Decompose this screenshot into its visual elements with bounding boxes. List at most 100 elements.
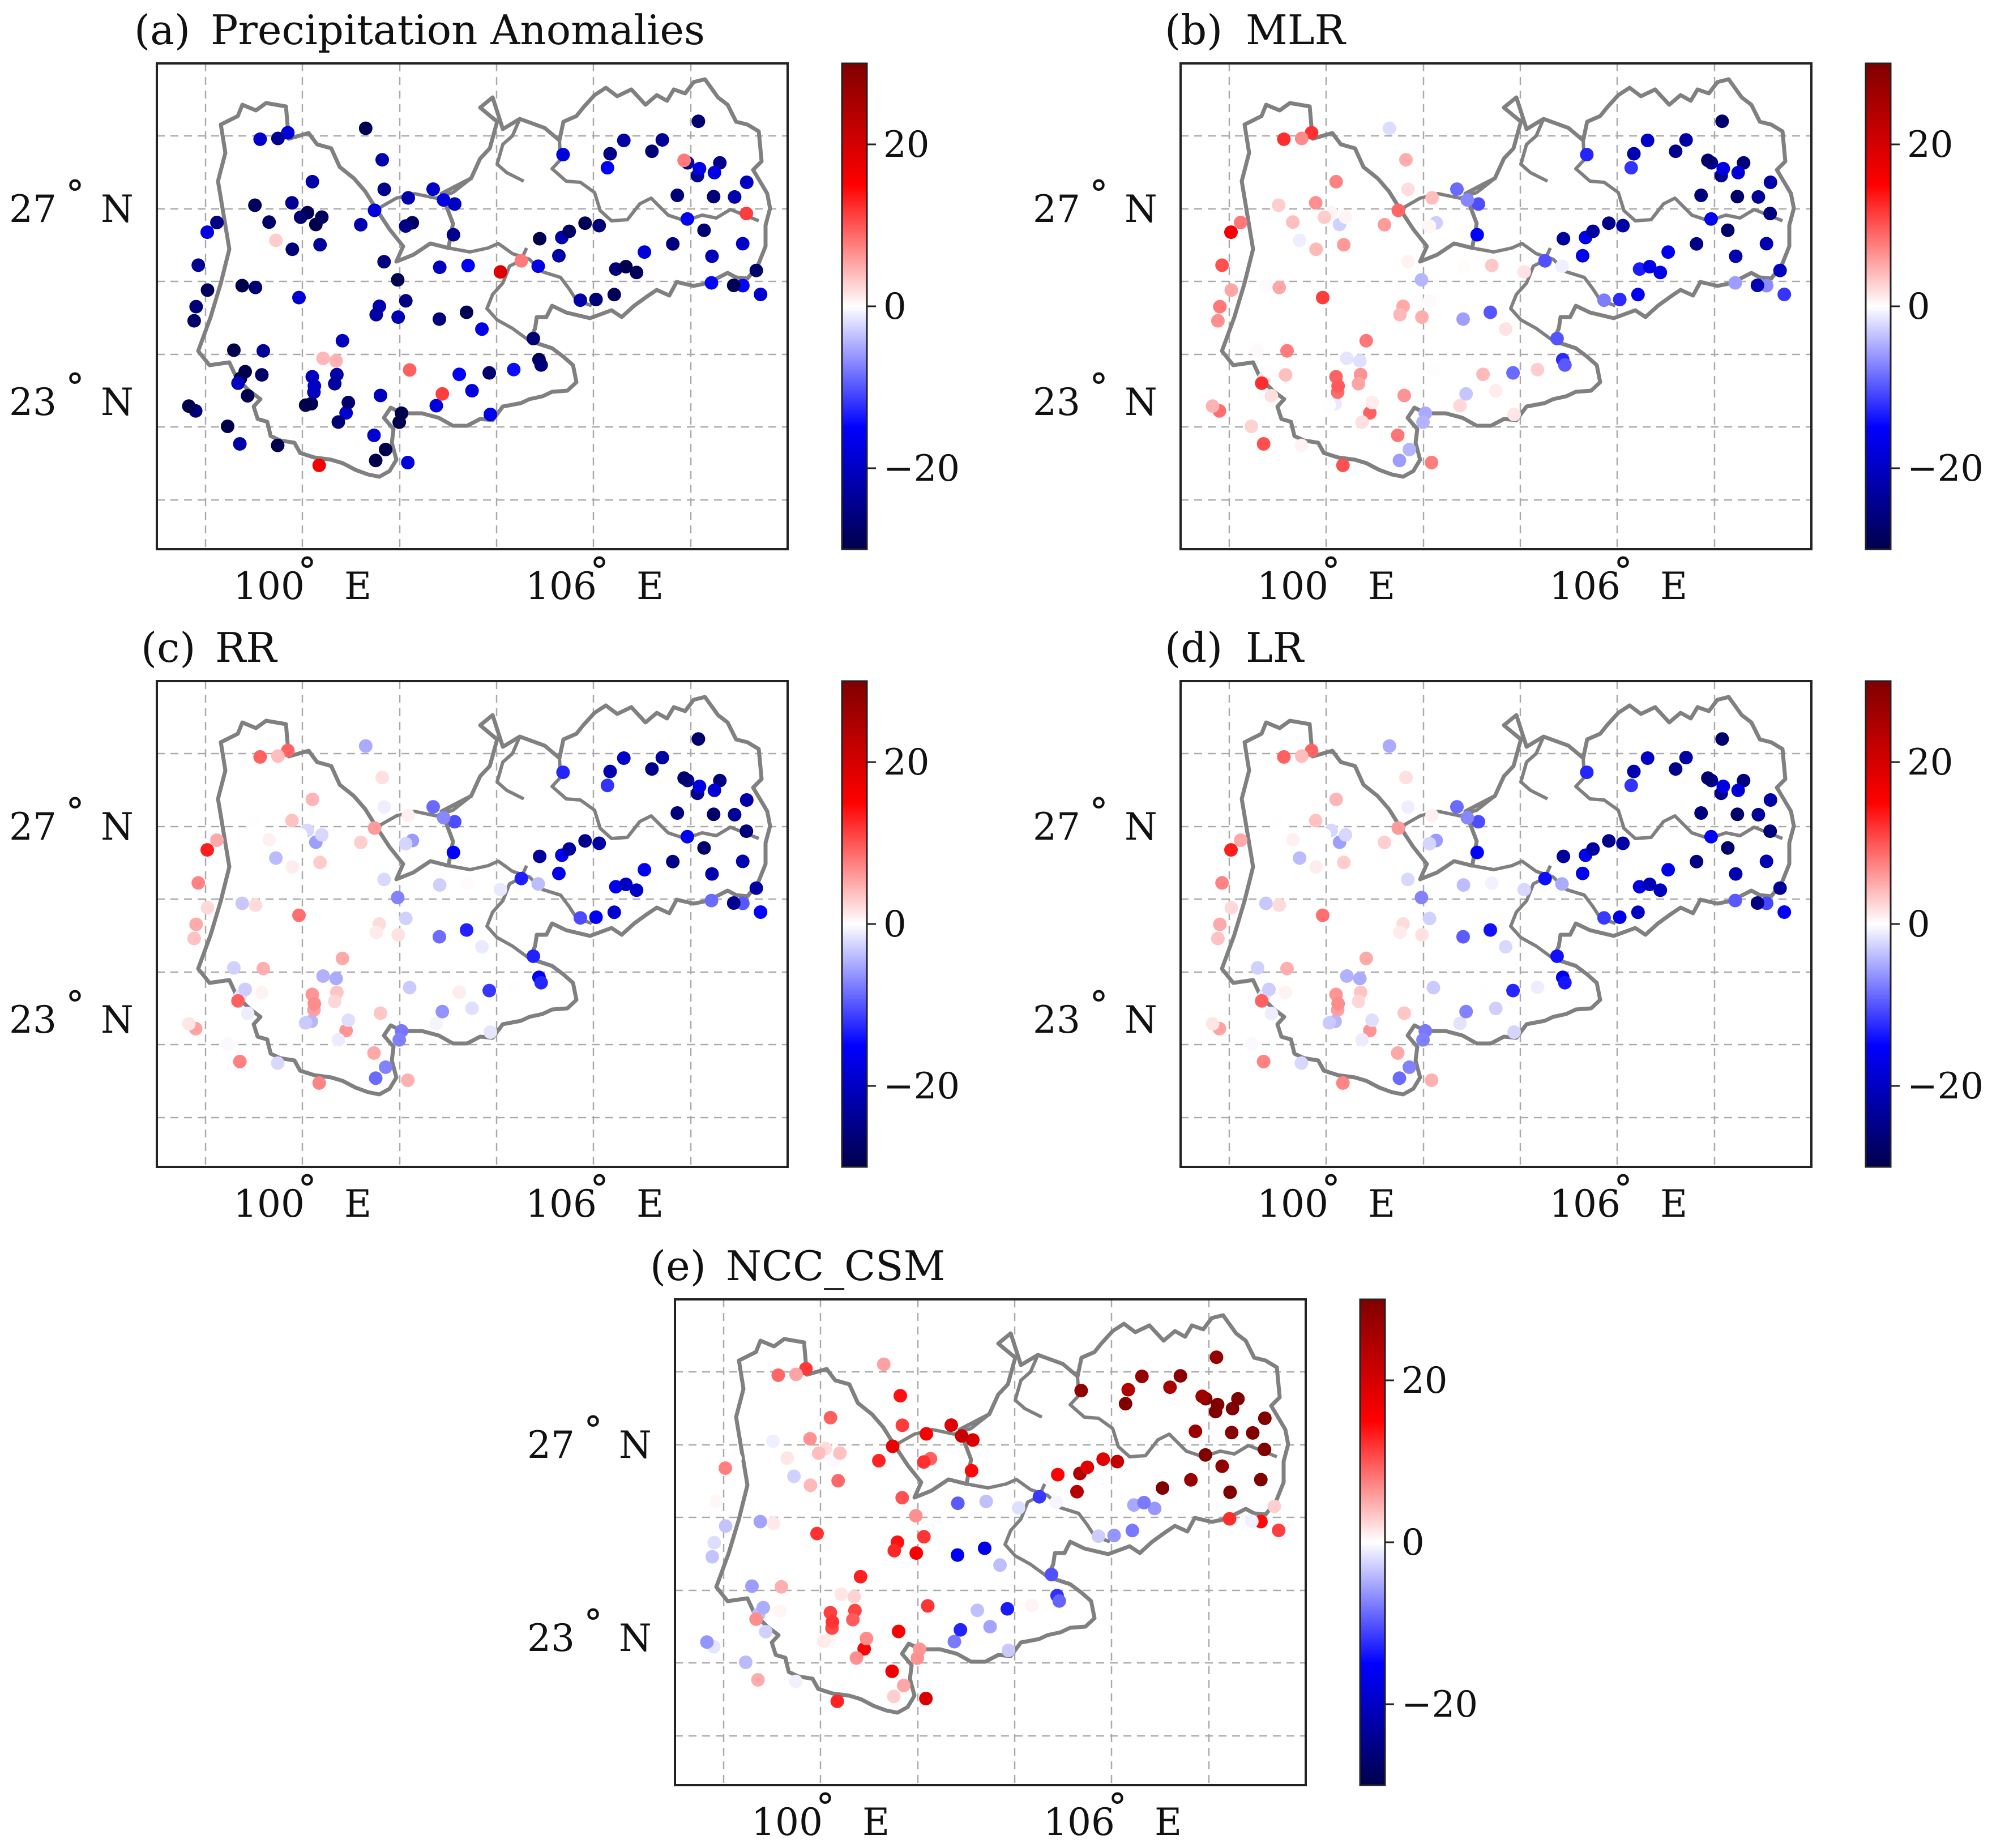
station-dot xyxy=(1277,750,1291,764)
station-dot xyxy=(435,1004,450,1019)
station-dot xyxy=(1661,245,1675,259)
station-dot xyxy=(1580,148,1594,162)
station-dot xyxy=(292,290,306,305)
station-dot xyxy=(305,792,319,806)
station-dot xyxy=(1206,399,1220,413)
station-dot xyxy=(401,191,415,205)
station-dot xyxy=(1550,331,1564,345)
station-dot xyxy=(552,866,566,880)
station-dot xyxy=(1277,132,1291,146)
map-frame xyxy=(1179,62,1813,550)
station-dot xyxy=(1206,1017,1220,1031)
degree-sign: ° xyxy=(816,1786,835,1829)
station-dot xyxy=(799,1362,813,1376)
station-dot xyxy=(1716,779,1730,793)
station-dot xyxy=(556,148,570,162)
station-dot xyxy=(1309,814,1323,828)
station-dot xyxy=(1309,196,1323,210)
station-dot xyxy=(1499,940,1513,954)
station-dot xyxy=(619,260,633,273)
station-dot xyxy=(249,898,263,912)
station-dot xyxy=(1267,1499,1281,1513)
station-dot xyxy=(253,132,267,146)
station-dot xyxy=(1759,854,1773,869)
station-dot xyxy=(1485,258,1499,272)
station-dot xyxy=(1557,232,1571,246)
station-dot xyxy=(200,283,215,297)
station-dot xyxy=(1576,866,1589,880)
stations xyxy=(182,732,768,1090)
station-dot xyxy=(281,743,295,758)
station-dot xyxy=(257,961,270,976)
station-dot xyxy=(531,259,545,273)
station-dot xyxy=(448,197,461,211)
station-dot xyxy=(379,442,392,456)
station-dot xyxy=(375,153,389,167)
lon-labels: 100 ° E 106 ° E xyxy=(233,550,664,608)
stations xyxy=(1206,732,1792,1090)
station-dot xyxy=(1074,1384,1088,1398)
station-dot xyxy=(895,1491,909,1505)
station-dot xyxy=(726,279,741,292)
station-dot xyxy=(754,288,768,301)
station-dot xyxy=(1225,1426,1239,1440)
station-dot xyxy=(895,1418,909,1432)
station-dot xyxy=(271,749,285,763)
station-dot xyxy=(269,233,283,247)
station-dot xyxy=(1148,1502,1162,1516)
station-dot xyxy=(285,242,300,256)
station-dot xyxy=(993,1558,1007,1572)
station-dot xyxy=(367,203,382,217)
station-dot xyxy=(1294,749,1309,763)
station-dot xyxy=(1728,893,1742,908)
colorbar-tick-neg20: −20 xyxy=(883,1066,960,1107)
station-dot xyxy=(1184,1473,1198,1487)
station-dot xyxy=(514,871,528,886)
station-dot xyxy=(705,249,719,263)
station-dot xyxy=(446,845,460,859)
station-dot xyxy=(1272,198,1286,212)
station-dot xyxy=(1531,362,1545,377)
station-dot xyxy=(248,198,262,212)
station-dot xyxy=(1489,1002,1503,1016)
station-dot xyxy=(1234,216,1248,229)
station-dot xyxy=(426,800,440,814)
lat-unit: N xyxy=(101,187,134,231)
panel-a: (a) Precipitation Anomalies 27 ° N 23 ° … xyxy=(9,6,960,608)
degree-sign: ° xyxy=(584,1409,602,1452)
station-dot xyxy=(235,896,249,910)
station-dot xyxy=(200,843,214,857)
lon-labels: 100 ° E 106 ° E xyxy=(233,1167,664,1226)
station-dot xyxy=(331,1033,345,1047)
station-dot xyxy=(1679,133,1693,147)
station-dot xyxy=(313,238,327,252)
station-dot xyxy=(210,216,224,229)
station-dot xyxy=(1550,949,1564,963)
station-dot xyxy=(857,1642,871,1656)
station-dot xyxy=(377,255,391,269)
station-dot xyxy=(1763,176,1777,189)
degree-sign: ° xyxy=(66,983,84,1027)
station-dot xyxy=(1643,260,1657,273)
station-dot xyxy=(1597,293,1611,307)
station-dot xyxy=(1624,161,1638,175)
panel-label: (a) xyxy=(134,6,190,54)
lat-tick-27: 27 xyxy=(1033,805,1080,849)
station-dot xyxy=(666,854,680,869)
station-dot xyxy=(919,1692,933,1705)
station-dot xyxy=(249,280,263,294)
station-dot xyxy=(645,144,659,159)
lon-labels: 100 ° E 106 ° E xyxy=(1257,550,1687,608)
station-dot xyxy=(1602,216,1616,230)
station-dot xyxy=(1557,849,1571,863)
station-dot xyxy=(189,917,203,931)
station-dot xyxy=(465,384,479,398)
degree-sign: ° xyxy=(1089,366,1108,409)
station-dot xyxy=(1125,1524,1139,1538)
station-dot xyxy=(947,1635,961,1649)
colorbar-gradient xyxy=(1865,680,1892,1168)
colorbar-tick-0: 0 xyxy=(883,286,907,328)
lat-unit: N xyxy=(1125,805,1157,849)
station-dot xyxy=(670,189,685,202)
station-dot xyxy=(1032,1490,1046,1504)
